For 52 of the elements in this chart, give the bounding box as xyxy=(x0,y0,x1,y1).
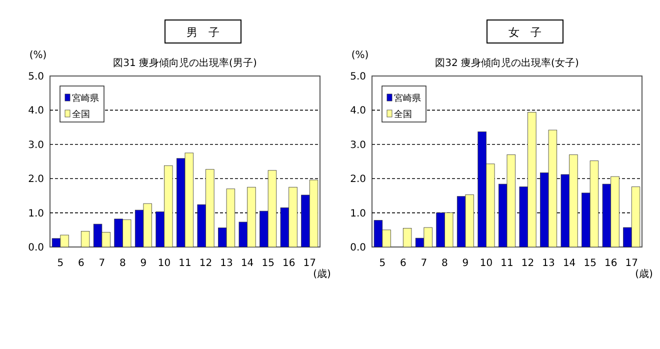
x-tick-label: 6 xyxy=(400,258,406,269)
x-tick-label: 15 xyxy=(262,258,274,269)
chart-title: 図32 痩身傾向児の出現率(女子) xyxy=(435,57,579,69)
x-tick-label: 12 xyxy=(199,258,212,269)
x-tick-label: 6 xyxy=(78,258,84,269)
y-tick-label: 1.0 xyxy=(28,208,44,220)
y-tick-label: 3.0 xyxy=(350,140,366,151)
chart-subtitle: 男 子 xyxy=(186,26,220,39)
x-tick-label: 11 xyxy=(500,258,514,269)
x-tick-label: 13 xyxy=(220,258,233,269)
x-tick-label: 9 xyxy=(462,258,469,269)
x-axis-title: (歳) xyxy=(635,268,653,280)
chart-subtitle: 女 子 xyxy=(508,26,542,39)
x-tick-label: 13 xyxy=(542,258,555,269)
y-tick-label: 2.0 xyxy=(28,174,44,186)
x-tick-label: 14 xyxy=(240,258,254,269)
y-tick-label: 5.0 xyxy=(28,72,44,82)
x-tick-label: 8 xyxy=(442,258,448,269)
x-tick-label: 17 xyxy=(625,258,638,269)
x-tick-label: 15 xyxy=(584,258,596,269)
x-tick-label: 10 xyxy=(158,258,171,269)
y-axis-title: (%) xyxy=(29,50,47,61)
y-tick-label: 3.0 xyxy=(28,140,44,151)
x-tick-label: 5 xyxy=(57,258,64,269)
bar xyxy=(80,231,90,248)
y-tick-label: 4.0 xyxy=(28,106,44,117)
legend-label: 全国 xyxy=(394,109,412,120)
y-axis-title: (%) xyxy=(351,50,369,61)
x-tick-label: 16 xyxy=(282,258,296,269)
legend-label: 宮崎県 xyxy=(394,93,421,104)
x-tick-label: 11 xyxy=(178,258,192,269)
y-tick-label: 0.0 xyxy=(28,242,44,254)
y-tick-label: 0.0 xyxy=(350,242,366,254)
x-axis-title: (歳) xyxy=(313,268,331,280)
y-tick-label: 5.0 xyxy=(350,72,366,82)
x-tick-label: 8 xyxy=(120,258,126,269)
x-tick-label: 5 xyxy=(379,258,386,269)
x-tick-label: 12 xyxy=(521,258,534,269)
x-tick-label: 16 xyxy=(604,258,618,269)
x-tick-label: 7 xyxy=(98,258,106,269)
y-tick-label: 1.0 xyxy=(350,208,366,220)
x-tick-label: 10 xyxy=(480,258,493,269)
y-tick-label: 4.0 xyxy=(350,106,366,117)
x-tick-label: 17 xyxy=(303,258,316,269)
legend-label: 宮崎県 xyxy=(72,93,99,104)
legend-label: 全国 xyxy=(72,109,90,120)
x-tick-label: 9 xyxy=(140,258,147,269)
x-tick-label: 7 xyxy=(420,258,428,269)
x-tick-label: 14 xyxy=(562,258,576,269)
bar xyxy=(402,228,412,248)
chart-title: 図31 痩身傾向児の出現率(男子) xyxy=(113,57,257,69)
y-tick-label: 2.0 xyxy=(350,174,366,186)
